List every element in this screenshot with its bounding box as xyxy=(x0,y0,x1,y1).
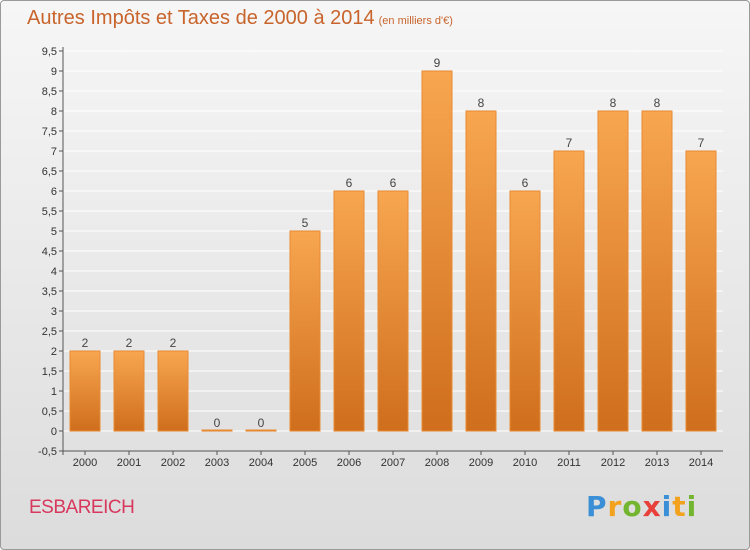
x-tick-label: 2013 xyxy=(645,457,669,469)
y-tick-label: 3,5 xyxy=(42,286,57,298)
x-tick-label: 2008 xyxy=(425,457,449,469)
bar-value-label: 8 xyxy=(478,96,485,110)
bar xyxy=(422,71,452,431)
bar-value-label: 6 xyxy=(522,176,529,190)
logo-letter: t xyxy=(672,490,686,523)
bar-value-label: 6 xyxy=(390,176,397,190)
y-tick-label: 5,5 xyxy=(42,206,57,218)
bar-value-label: 2 xyxy=(170,336,177,350)
bar xyxy=(378,191,408,431)
bar xyxy=(510,191,540,431)
x-tick-label: 2003 xyxy=(205,457,229,469)
y-tick-label: 8,5 xyxy=(42,86,57,98)
y-tick-label: 9,5 xyxy=(42,46,57,58)
bar xyxy=(554,151,584,431)
bar-value-label: 2 xyxy=(82,336,89,350)
bar xyxy=(290,231,320,431)
bar-value-label: 0 xyxy=(214,416,221,430)
y-tick-label: 7,5 xyxy=(42,126,57,138)
y-tick-label: 3 xyxy=(51,306,57,318)
commune-name: ESBAREICH xyxy=(29,497,134,519)
y-tick-label: 8 xyxy=(51,106,57,118)
bar-value-label: 5 xyxy=(302,216,309,230)
y-tick-label: 0 xyxy=(51,426,57,438)
x-tick-label: 2009 xyxy=(469,457,493,469)
logo-letter: P xyxy=(586,490,608,523)
y-tick-label: -0,5 xyxy=(38,446,57,458)
y-tick-label: 9 xyxy=(51,66,57,78)
x-tick-label: 2000 xyxy=(73,457,97,469)
y-tick-label: 7 xyxy=(51,146,57,158)
y-tick-label: 4,5 xyxy=(42,246,57,258)
bar-value-label: 9 xyxy=(434,56,441,70)
y-tick-label: 2,5 xyxy=(42,326,57,338)
bar-value-label: 7 xyxy=(566,136,573,150)
x-tick-label: 2007 xyxy=(381,457,405,469)
logo-letter: r xyxy=(608,490,623,523)
x-tick-label: 2002 xyxy=(161,457,185,469)
bar-value-label: 2 xyxy=(126,336,133,350)
bar xyxy=(246,430,276,431)
logo-letter: i xyxy=(687,490,698,523)
y-tick-label: 2 xyxy=(51,346,57,358)
x-tick-label: 2004 xyxy=(249,457,273,469)
y-tick-label: 6,5 xyxy=(42,166,57,178)
bar-chart: -0,5 0 0,5 1 1,5 2 2,5 3 3,5 4 4,5 5 5,5 6 6,5 7 7,5 8 8,5… xyxy=(1,1,749,549)
bar-value-label: 8 xyxy=(654,96,661,110)
x-tick-label: 2005 xyxy=(293,457,317,469)
bar-value-label: 7 xyxy=(698,136,705,150)
y-tick-label: 6 xyxy=(51,186,57,198)
logo-letter: o xyxy=(622,490,642,523)
x-tick-label: 2012 xyxy=(601,457,625,469)
bar xyxy=(686,151,716,431)
y-tick-label: 4 xyxy=(51,266,57,278)
bar xyxy=(334,191,364,431)
x-tick-label: 2001 xyxy=(117,457,141,469)
y-tick-label: 0,5 xyxy=(42,406,57,418)
y-tick-label: 1 xyxy=(51,386,57,398)
y-tick-label: 1,5 xyxy=(42,366,57,378)
bar xyxy=(158,351,188,431)
proxiti-logo: Proxiti xyxy=(586,490,697,523)
x-tick-label: 2011 xyxy=(557,457,581,469)
bar xyxy=(202,430,232,431)
bar xyxy=(598,111,628,431)
y-tick-label: 5 xyxy=(51,226,57,238)
x-tick-label: 2006 xyxy=(337,457,361,469)
bar xyxy=(70,351,100,431)
bar xyxy=(466,111,496,431)
bar-value-label: 6 xyxy=(346,176,353,190)
chart-panel: Autres Impôts et Taxes de 2000 à 2014 (en… xyxy=(0,0,750,550)
bar-value-label: 8 xyxy=(610,96,617,110)
logo-letter: x xyxy=(643,490,662,523)
bar xyxy=(642,111,672,431)
logo-letter: i xyxy=(662,490,673,523)
bar xyxy=(114,351,144,431)
x-tick-label: 2010 xyxy=(513,457,537,469)
x-tick-label: 2014 xyxy=(689,457,713,469)
bar-value-label: 0 xyxy=(258,416,265,430)
